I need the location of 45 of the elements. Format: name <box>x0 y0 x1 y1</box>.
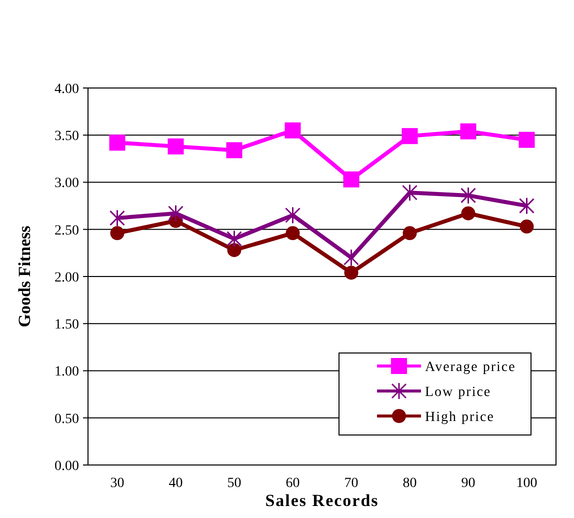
point <box>520 220 534 234</box>
x-tick-label: 40 <box>168 476 183 491</box>
point <box>227 243 242 258</box>
point <box>344 248 359 266</box>
point <box>110 226 124 240</box>
point <box>460 186 476 204</box>
y-tick-label: 0.50 <box>54 412 79 427</box>
point <box>109 134 126 151</box>
y-tick-label: 1.00 <box>54 364 79 380</box>
x-tick-label: 30 <box>110 476 124 491</box>
x-tick-label: 50 <box>227 476 242 491</box>
y-tick-label: 0.00 <box>54 458 79 474</box>
y-tick-label: 2.00 <box>54 270 79 286</box>
x-tick-label: 100 <box>516 476 538 491</box>
y-tick-label: 4.00 <box>54 82 79 97</box>
point <box>168 138 184 154</box>
y-axis-title: Goods Fitness <box>15 225 34 328</box>
point <box>284 122 301 138</box>
point <box>168 204 184 222</box>
point <box>402 184 418 202</box>
y-tick-label: 2.50 <box>54 223 79 238</box>
y-tick-label: 1.50 <box>54 318 79 333</box>
legend-label: High price <box>425 410 494 425</box>
legend-label: Average price <box>425 360 516 375</box>
point <box>402 226 417 240</box>
point <box>285 206 300 224</box>
point <box>402 128 418 144</box>
point <box>461 206 476 220</box>
point <box>343 171 360 188</box>
x-tick-label: 60 <box>286 476 300 491</box>
y-tick-label: 3.00 <box>54 176 79 192</box>
x-axis-title: Sales Records <box>265 491 379 510</box>
point <box>519 197 534 215</box>
point <box>518 132 535 148</box>
point <box>226 230 242 248</box>
legend-label: Low price <box>425 384 492 400</box>
point <box>344 266 358 280</box>
point <box>460 123 476 140</box>
x-tick-label: 70 <box>344 476 358 491</box>
point <box>110 209 125 227</box>
point <box>226 142 242 158</box>
y-tick-label: 3.50 <box>54 129 79 144</box>
x-tick-label: 80 <box>402 476 417 491</box>
x-tick-label: 90 <box>461 476 476 491</box>
point <box>286 226 300 240</box>
